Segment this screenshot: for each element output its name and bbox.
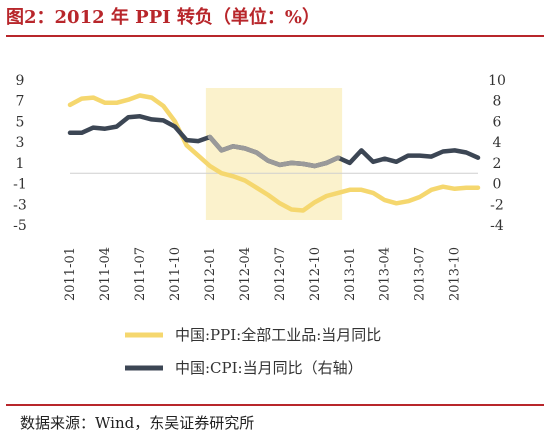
chart-title: 图2：2012 年 PPI 转负（单位：%） bbox=[6, 7, 321, 28]
left-axis-tick: 9 bbox=[16, 73, 25, 89]
x-axis-tick: 2012-10 bbox=[308, 247, 323, 301]
x-axis-tick: 2013-04 bbox=[378, 247, 393, 301]
left-axis-tick: -5 bbox=[13, 218, 27, 234]
legend-ppi-label: 中国:PPI:全部工业品:当月同比 bbox=[175, 326, 381, 344]
right-axis-tick: 6 bbox=[493, 114, 502, 130]
left-axis-tick: 1 bbox=[16, 156, 25, 172]
right-axis-tick: 8 bbox=[493, 94, 502, 110]
left-axis-tick: -1 bbox=[13, 177, 27, 193]
x-axis-tick: 2011-10 bbox=[168, 247, 183, 301]
right-axis-tick: 0 bbox=[493, 177, 502, 193]
line-chart: 9 7 5 3 1 -1 -3 -5 10 8 6 4 2 0 -2 -4 2011-01 2011-04 2011… bbox=[13, 73, 506, 377]
x-axis-tick: 2011-01 bbox=[63, 247, 78, 301]
x-axis-tick: 2011-07 bbox=[133, 247, 148, 301]
x-axis-tick: 2013-01 bbox=[343, 247, 358, 301]
right-axis-tick: 10 bbox=[488, 73, 506, 89]
x-axis-tick: 2012-01 bbox=[203, 247, 218, 301]
left-axis-tick: 3 bbox=[16, 135, 25, 151]
x-axis-tick: 2013-07 bbox=[413, 247, 428, 301]
source-note: 数据来源：Wind，东吴证券研究所 bbox=[20, 414, 255, 432]
left-axis-tick: 5 bbox=[16, 114, 25, 130]
title-divider bbox=[6, 35, 544, 37]
cpi-series-line-2012-segment bbox=[207, 134, 341, 169]
x-axis-tick: 2012-04 bbox=[238, 247, 253, 301]
ppi-series-line bbox=[67, 93, 481, 213]
x-axis-tick: 2011-04 bbox=[98, 247, 113, 301]
right-axis-tick: -4 bbox=[490, 218, 504, 234]
left-axis-tick: 7 bbox=[16, 94, 25, 110]
left-axis-tick: -3 bbox=[13, 197, 27, 213]
source-divider bbox=[6, 404, 544, 406]
legend-cpi-label: 中国:CPI:当月同比（右轴） bbox=[175, 359, 363, 377]
right-axis-tick: 2 bbox=[493, 156, 502, 172]
x-axis-tick: 2013-10 bbox=[448, 247, 463, 301]
right-axis-tick: -2 bbox=[490, 197, 504, 213]
right-axis-tick: 4 bbox=[493, 135, 502, 151]
x-axis-tick: 2012-07 bbox=[273, 247, 288, 301]
